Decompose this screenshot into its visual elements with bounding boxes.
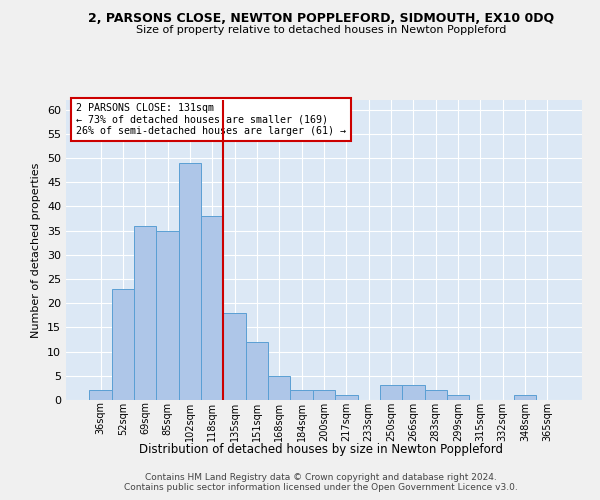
- Bar: [157, 230, 179, 400]
- Bar: [290, 390, 313, 400]
- Bar: [380, 386, 402, 400]
- Bar: [179, 163, 201, 400]
- Bar: [514, 395, 536, 400]
- Bar: [89, 390, 112, 400]
- Bar: [447, 395, 469, 400]
- Text: Contains HM Land Registry data © Crown copyright and database right 2024.: Contains HM Land Registry data © Crown c…: [145, 472, 497, 482]
- Bar: [313, 390, 335, 400]
- Bar: [425, 390, 447, 400]
- Text: 2, PARSONS CLOSE, NEWTON POPPLEFORD, SIDMOUTH, EX10 0DQ: 2, PARSONS CLOSE, NEWTON POPPLEFORD, SID…: [88, 12, 554, 26]
- Bar: [223, 313, 246, 400]
- Bar: [246, 342, 268, 400]
- Text: Distribution of detached houses by size in Newton Poppleford: Distribution of detached houses by size …: [139, 442, 503, 456]
- Bar: [201, 216, 223, 400]
- Bar: [335, 395, 358, 400]
- Bar: [134, 226, 157, 400]
- Text: Contains public sector information licensed under the Open Government Licence v3: Contains public sector information licen…: [124, 482, 518, 492]
- Bar: [268, 376, 290, 400]
- Bar: [402, 386, 425, 400]
- Text: 2 PARSONS CLOSE: 131sqm
← 73% of detached houses are smaller (169)
26% of semi-d: 2 PARSONS CLOSE: 131sqm ← 73% of detache…: [76, 103, 346, 136]
- Bar: [112, 288, 134, 400]
- Y-axis label: Number of detached properties: Number of detached properties: [31, 162, 41, 338]
- Text: Size of property relative to detached houses in Newton Poppleford: Size of property relative to detached ho…: [136, 25, 506, 35]
